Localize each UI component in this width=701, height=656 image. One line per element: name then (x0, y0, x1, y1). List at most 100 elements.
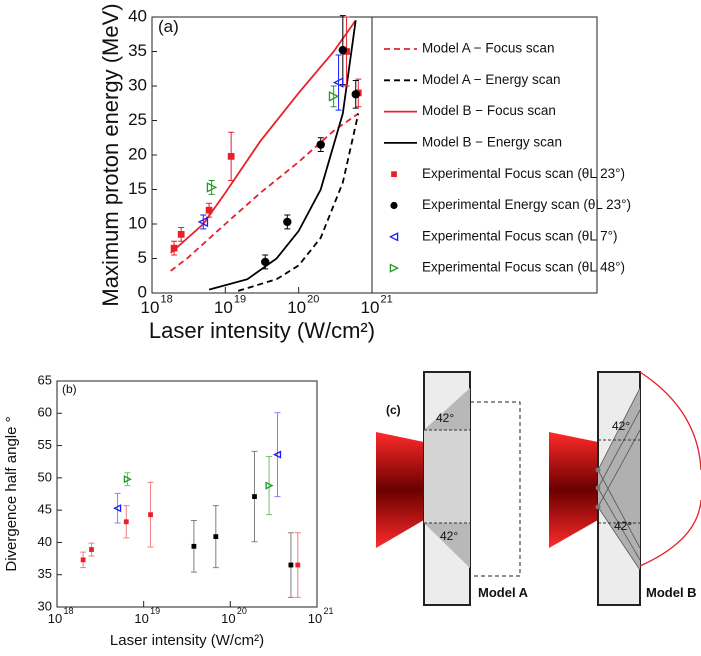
source-point (595, 504, 601, 510)
legend-swatch (391, 171, 397, 178)
y-axis-label: Maximum proton energy (MeV) (98, 3, 123, 306)
model-curve (237, 113, 360, 292)
angle-label: 42° (436, 411, 454, 425)
y-tick-label: 35 (38, 566, 52, 581)
x-tick-exponent: 19 (150, 606, 160, 616)
emission-wedge (424, 388, 470, 430)
marker (328, 91, 340, 102)
angle-label: 42° (614, 519, 632, 533)
error-bar (208, 180, 215, 195)
x-tick-label: 10 (221, 611, 235, 626)
source-point (595, 485, 601, 491)
model-curve (170, 112, 359, 272)
legend-swatch (389, 263, 400, 273)
y-tick-label: 30 (128, 75, 147, 94)
legend-label: Experimental Focus scan (θL 7°) (422, 228, 617, 243)
marker (89, 547, 94, 552)
marker (170, 244, 178, 252)
legend-swatch (390, 201, 398, 210)
legend-box (371, 16, 598, 294)
marker (338, 45, 348, 55)
legend-label: Experimental Focus scan (θL 48°) (422, 260, 625, 275)
x-tick-exponent: 19 (234, 293, 246, 305)
marker (205, 206, 213, 214)
source-point (595, 467, 601, 473)
marker (265, 481, 274, 490)
y-tick-label: 40 (128, 6, 147, 25)
marker (273, 450, 282, 459)
marker (113, 504, 122, 513)
x-tick-exponent: 20 (307, 293, 319, 305)
diagram: (c) 42° 42° Model A 42° 42° Model B (376, 371, 701, 606)
x-tick-label: 10 (214, 298, 233, 317)
laser-cone (549, 432, 598, 548)
marker (197, 216, 209, 228)
legend-label: Model B − Focus scan (422, 103, 556, 118)
beam-outline (639, 371, 701, 567)
error-bar (114, 492, 121, 524)
marker (283, 217, 292, 227)
marker (177, 230, 185, 238)
y-tick-label: 5 (138, 248, 147, 267)
marker (227, 153, 235, 160)
marker (123, 475, 132, 484)
y-tick-label: 35 (128, 41, 147, 60)
emission-wedge (424, 523, 470, 568)
panel-label: (b) (62, 382, 77, 396)
y-tick-label: 30 (38, 598, 52, 613)
x-tick-label: 10 (287, 298, 306, 317)
y-axis-label: Divergence half angle ° (3, 416, 20, 571)
y-tick-label: 25 (128, 110, 147, 129)
marker (316, 140, 325, 149)
emission-lines (597, 387, 641, 571)
emission-region (598, 388, 640, 570)
x-tick-exponent: 18 (161, 293, 173, 305)
panel-label: (a) (158, 17, 179, 36)
y-tick-label: 45 (38, 502, 52, 517)
marker (191, 543, 197, 549)
marker (261, 257, 270, 267)
legend-label: Experimental Focus scan (θL 23°) (422, 166, 625, 181)
error-bar (335, 54, 342, 111)
x-axis-label: Laser intensity (W/cm²) (110, 632, 264, 649)
marker (80, 557, 86, 563)
y-tick-label: 40 (38, 534, 52, 549)
plot-frame (56, 380, 318, 608)
legend-swatch (388, 232, 399, 242)
model-curve (208, 20, 357, 291)
y-tick-label: 50 (38, 469, 52, 484)
x-tick-label: 10 (361, 298, 380, 317)
y-tick-label: 15 (128, 179, 147, 198)
marker (206, 182, 218, 193)
marker (148, 512, 153, 518)
marker (252, 494, 257, 499)
x-tick-label: 10 (48, 611, 62, 626)
legend-label: Model B − Energy scan (422, 134, 562, 149)
legend-label: Experimental Energy scan (θL 23°) (422, 197, 631, 212)
y-tick-label: 60 (38, 405, 52, 420)
marker (123, 519, 129, 525)
error-bar (124, 472, 131, 487)
marker (213, 534, 219, 540)
x-tick-exponent: 18 (64, 606, 74, 616)
beam-outline (470, 401, 521, 577)
marker (351, 90, 360, 99)
error-bar (330, 85, 337, 108)
angle-label: 42° (612, 419, 630, 433)
y-tick-label: 20 (128, 144, 147, 163)
y-tick-label: 55 (38, 437, 52, 452)
x-axis-label: Laser intensity (W/cm²) (149, 318, 375, 343)
x-tick-label: 10 (308, 611, 322, 626)
x-tick-label: 10 (141, 298, 160, 317)
y-tick-label: 10 (128, 213, 147, 232)
x-tick-label: 10 (134, 611, 148, 626)
legend-label: Model A − Energy scan (422, 72, 560, 87)
error-bar (266, 456, 273, 516)
y-tick-label: 65 (38, 372, 52, 387)
x-tick-exponent: 21 (381, 293, 393, 305)
model-label: Model B (646, 585, 697, 600)
model-label: Model A (478, 585, 529, 600)
diagram-label: (c) (386, 403, 401, 417)
